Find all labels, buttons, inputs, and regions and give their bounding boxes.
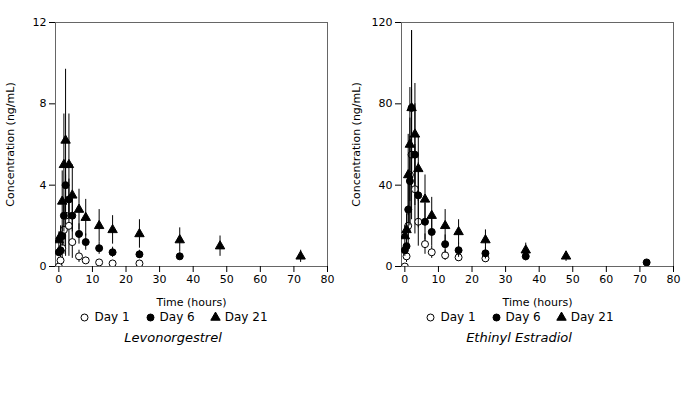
html-text:Day 1: Day 1 [440, 310, 476, 324]
svg-text:0: 0 [386, 260, 393, 273]
svg-text:60: 60 [599, 273, 613, 286]
svg-text:0: 0 [401, 273, 408, 286]
svg-text:80: 80 [379, 97, 393, 110]
html-text:Day 21: Day 21 [570, 310, 614, 324]
svg-text:80: 80 [667, 273, 681, 286]
svg-text:30: 30 [153, 273, 167, 286]
svg-text:80: 80 [321, 273, 335, 286]
html-text:Day 21: Day 21 [224, 310, 268, 324]
html-text:Day 1: Day 1 [94, 310, 130, 324]
svg-text:Concentration (ng/mL): Concentration (ng/mL) [350, 82, 363, 206]
svg-text:40: 40 [379, 179, 393, 192]
svg-text:4: 4 [40, 179, 47, 192]
svg-text:12: 12 [33, 16, 47, 29]
html-text:Day 6: Day 6 [505, 310, 541, 324]
html-text:Ethinyl Estradiol: Ethinyl Estradiol [466, 330, 572, 345]
svg-text:Concentration (ng/mL): Concentration (ng/mL) [4, 82, 17, 206]
svg-text:10: 10 [85, 273, 99, 286]
svg-text:70: 70 [633, 273, 647, 286]
svg-text:120: 120 [372, 16, 393, 29]
svg-text:20: 20 [119, 273, 133, 286]
svg-text:10: 10 [431, 273, 445, 286]
svg-text:0: 0 [55, 273, 62, 286]
svg-text:60: 60 [253, 273, 267, 286]
svg-text:Time (hours): Time (hours) [156, 296, 227, 309]
svg-text:40: 40 [532, 273, 546, 286]
svg-text:70: 70 [287, 273, 301, 286]
svg-text:Time (hours): Time (hours) [502, 296, 573, 309]
svg-text:50: 50 [566, 273, 580, 286]
svg-text:0: 0 [40, 260, 47, 273]
svg-text:20: 20 [465, 273, 479, 286]
svg-text:8: 8 [40, 97, 47, 110]
svg-text:40: 40 [186, 273, 200, 286]
svg-text:30: 30 [499, 273, 513, 286]
svg-text:50: 50 [220, 273, 234, 286]
html-text:Levonorgestrel: Levonorgestrel [124, 330, 222, 345]
html-text:Day 6: Day 6 [159, 310, 195, 324]
